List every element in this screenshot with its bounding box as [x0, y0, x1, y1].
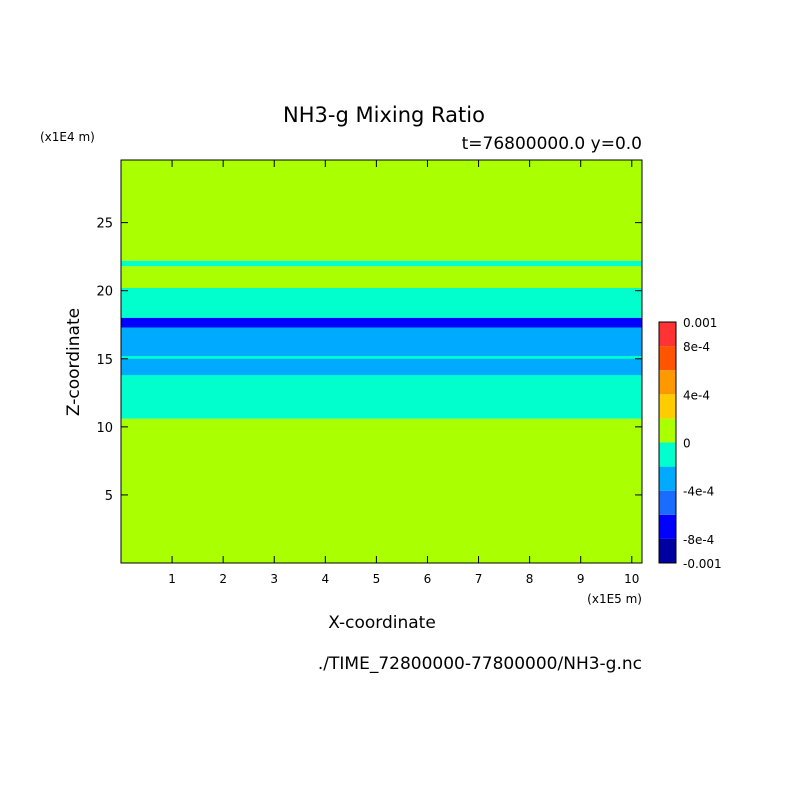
- colorbar-tick-label: 0: [683, 437, 691, 451]
- colorbar-tick-label: 8e-4: [683, 340, 710, 354]
- x-tick-label: 5: [373, 572, 381, 586]
- axes: 1 2 3 4 5 6 7 8 9 10 5 10 15 20 25: [96, 159, 643, 586]
- colorbar-swatch: [659, 370, 676, 395]
- contour-band-3: [121, 323, 642, 357]
- colorbar-swatch: [659, 418, 676, 443]
- colorbar-swatch: [659, 322, 676, 347]
- colorbar-frame: [658, 321, 677, 564]
- colorbar-swatch: [659, 346, 676, 371]
- chart-subtitle: t=76800000.0 y=0.0: [462, 134, 642, 154]
- plot-frame: [120, 159, 643, 564]
- contour-band-4: [121, 317, 642, 328]
- y-tick-label: 20: [96, 285, 113, 300]
- contour-band-7: [121, 160, 642, 261]
- colorbar: 0.001 8e-4 4e-4 0 -4e-4 -8e-4 -0.001: [658, 316, 722, 571]
- y-tick-label: 25: [96, 217, 113, 232]
- contour-band-6: [121, 260, 642, 267]
- colorbar-tick-label: 4e-4: [683, 388, 710, 402]
- x-tick-label: 4: [321, 572, 329, 586]
- x-tick-label: 8: [526, 572, 534, 586]
- chart-title: NH3-g Mixing Ratio: [283, 103, 485, 127]
- x-tick-label: 2: [219, 572, 227, 586]
- y-tick-label: 5: [105, 489, 113, 504]
- x-tick-label: 6: [424, 572, 432, 586]
- x-axis-label: X-coordinate: [328, 613, 436, 633]
- colorbar-swatch: [659, 514, 676, 539]
- colorbar-swatch: [659, 466, 676, 491]
- y-axis-label: Z-coordinate: [64, 308, 84, 416]
- y-tick-label: 10: [96, 421, 113, 436]
- x-tick-label: 7: [475, 572, 483, 586]
- colorbar-swatch: [659, 538, 676, 563]
- contour-band-0: [121, 418, 642, 563]
- colorbar-tick-label: 0.001: [683, 316, 717, 330]
- x-tick-label: 9: [577, 572, 585, 586]
- x-tick-label: 1: [168, 572, 176, 586]
- x-tick-label: 3: [270, 572, 278, 586]
- colorbar-swatch: [659, 394, 676, 419]
- x-unit-label: (x1E5 m): [587, 592, 642, 606]
- colorbar-tick-label: -8e-4: [683, 533, 714, 547]
- plot-area: [121, 160, 642, 563]
- colorbar-swatch: [659, 442, 676, 467]
- y-tick-label: 15: [96, 353, 113, 368]
- contour-band-2: [121, 358, 642, 376]
- contour-band-5: [121, 266, 642, 288]
- colorbar-swatch: [659, 490, 676, 515]
- colorbar-tick-label: -0.001: [683, 557, 722, 571]
- file-path-label: ./TIME_72800000-77800000/NH3-g.nc: [318, 654, 642, 674]
- y-unit-label: (x1E4 m): [40, 130, 95, 144]
- x-tick-label: 10: [624, 572, 639, 586]
- colorbar-tick-label: -4e-4: [683, 485, 714, 499]
